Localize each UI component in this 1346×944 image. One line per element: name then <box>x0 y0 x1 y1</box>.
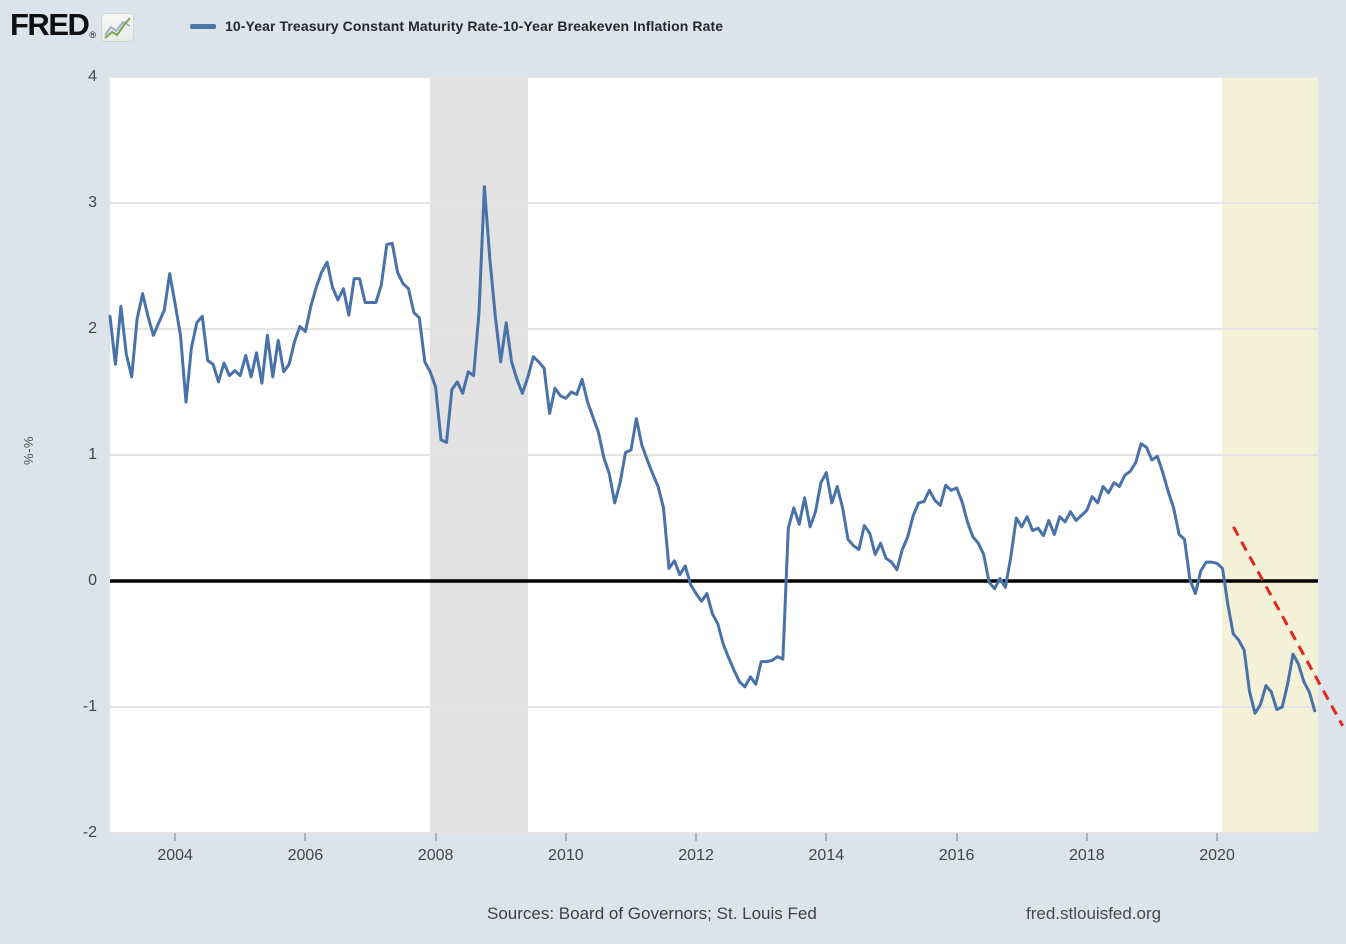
gridline-y-3 <box>110 202 1318 204</box>
legend-series-label[interactable]: 10-Year Treasury Constant Maturity Rate-… <box>225 18 724 34</box>
x-tick-mark-2020 <box>1216 833 1219 841</box>
x-tick-label-2014: 2014 <box>808 847 845 864</box>
plot-area[interactable] <box>110 76 1318 834</box>
sources-note: Sources: Board of Governors; St. Louis F… <box>487 904 817 923</box>
x-tick-label-2020: 2020 <box>1199 847 1235 864</box>
y-tick-label--2: -2 <box>82 824 97 841</box>
x-tick-label-2006: 2006 <box>287 847 324 864</box>
gridline-y-1 <box>110 454 1318 456</box>
x-tick-label-2018: 2018 <box>1069 847 1105 864</box>
y-tick-label-4: 4 <box>88 68 97 85</box>
x-tick-label-2016: 2016 <box>938 847 975 864</box>
site-link[interactable]: fred.stlouisfed.org <box>1026 904 1162 923</box>
y-tick-label-0: 0 <box>88 572 97 589</box>
x-tick-label-2012: 2012 <box>678 847 714 864</box>
gridline-y-2 <box>110 328 1318 330</box>
x-tick-mark-2008 <box>434 833 437 841</box>
x-tick-label-2008: 2008 <box>417 847 454 864</box>
x-tick-label-2004: 2004 <box>157 847 193 864</box>
y-tick-label-2: 2 <box>88 320 97 337</box>
x-tick-mark-2010 <box>564 833 567 841</box>
registered-mark-icon: ® <box>89 30 97 40</box>
x-tick-mark-2006 <box>304 833 307 841</box>
fred-logo[interactable]: FRED ® <box>10 7 135 42</box>
y-axis-unit-label: %-% <box>20 436 36 465</box>
x-tick-mark-2012 <box>695 833 698 841</box>
x-tick-mark-2014 <box>825 833 828 841</box>
x-tick-mark-2016 <box>955 833 958 841</box>
y-tick-label-3: 3 <box>88 194 97 211</box>
fred-logo-text: FRED <box>10 7 90 42</box>
legend: 10-Year Treasury Constant Maturity Rate-… <box>190 18 723 34</box>
x-tick-label-2010: 2010 <box>548 847 584 864</box>
x-tick-mark-2004 <box>174 833 177 841</box>
fred-logo-chart-icon <box>101 13 135 42</box>
y-tick-label-1: 1 <box>88 446 97 463</box>
gridline-y--1 <box>110 706 1318 708</box>
gridline-y-4 <box>110 76 1318 78</box>
gridline-y--2 <box>110 832 1318 834</box>
legend-line-marker <box>190 23 216 29</box>
y-tick-label--1: -1 <box>82 698 97 715</box>
x-tick-mark-2018 <box>1085 833 1088 841</box>
